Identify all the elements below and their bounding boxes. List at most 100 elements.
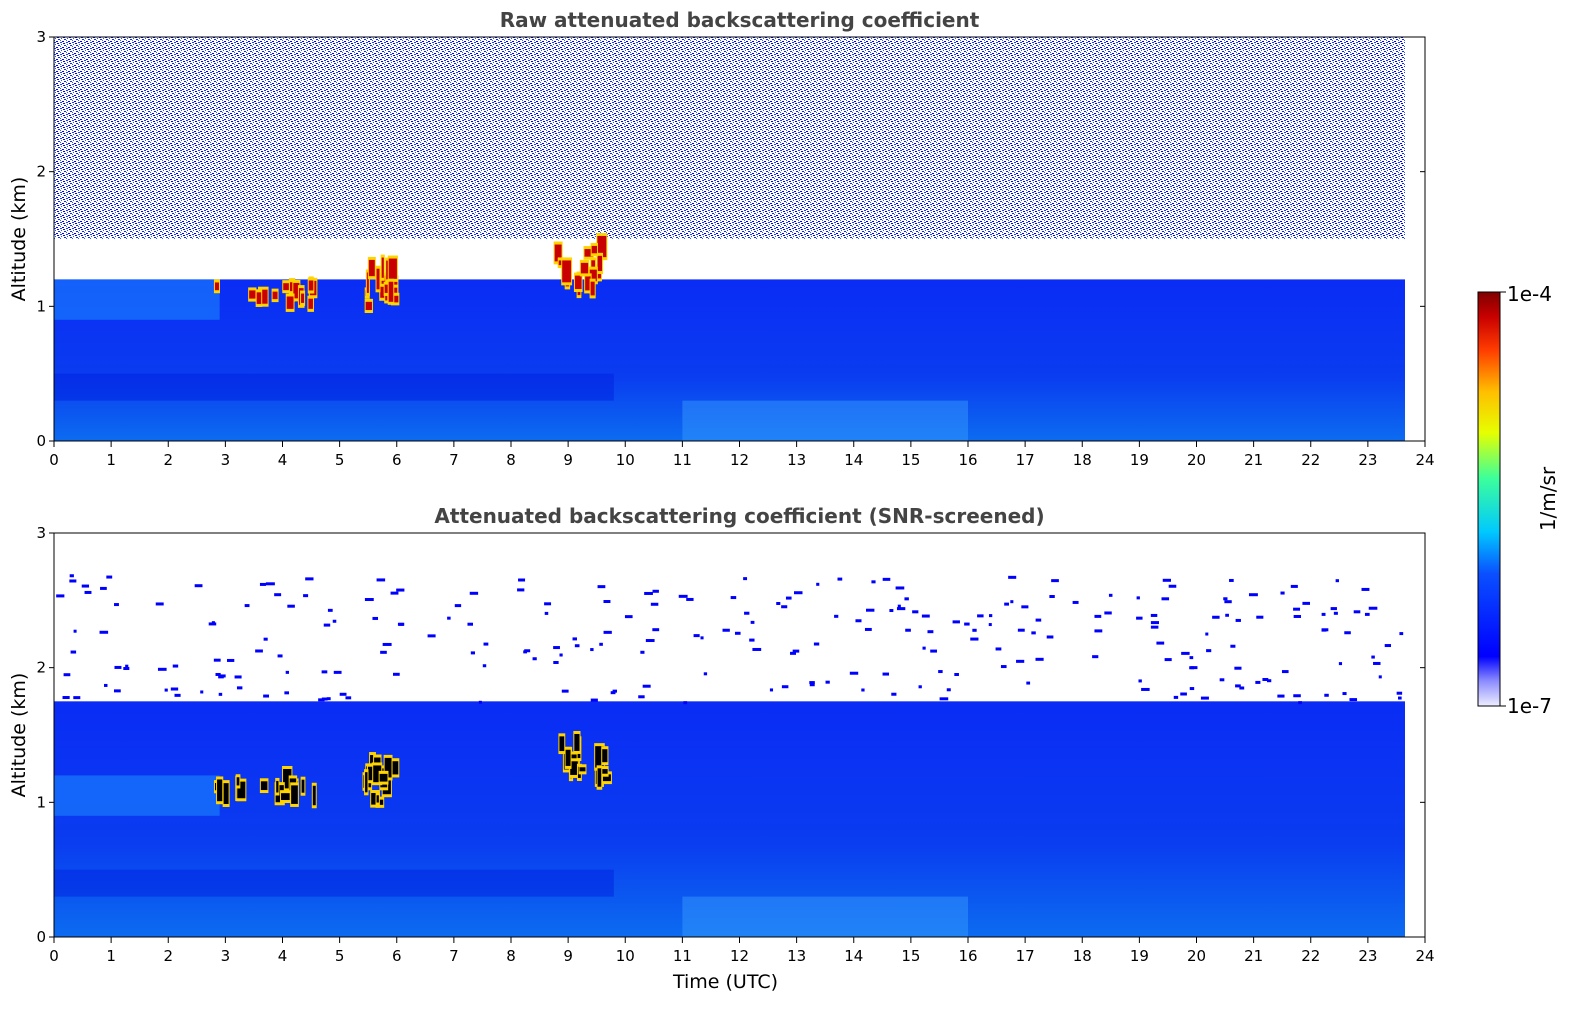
no-data-strip <box>1405 37 1425 441</box>
screened-speck <box>1035 618 1042 622</box>
screened-speck <box>523 650 527 654</box>
screened-speck <box>1229 578 1234 582</box>
x-tick-label: 9 <box>563 947 573 965</box>
screened-speck <box>1321 628 1329 632</box>
screened-speck <box>1353 610 1361 614</box>
panel-title: Attenuated backscattering coefficient (S… <box>434 504 1044 528</box>
cloud-core <box>574 733 580 751</box>
screened-speck <box>303 594 309 598</box>
screened-speck <box>1290 584 1298 588</box>
x-tick-label: 4 <box>278 451 288 469</box>
screened-speck <box>891 692 897 696</box>
screened-speck <box>603 630 612 634</box>
screened-speck <box>553 660 559 664</box>
screened-speck <box>743 577 748 581</box>
screened-speck <box>218 675 224 679</box>
screened-speck <box>1212 615 1220 619</box>
surface-layer <box>682 400 968 441</box>
x-tick-label: 18 <box>1073 451 1092 469</box>
cloud-core <box>291 785 298 804</box>
screened-speck <box>73 696 81 700</box>
screened-speck <box>972 628 977 632</box>
cloud-core <box>372 765 382 783</box>
screened-speck <box>321 670 328 674</box>
screened-speck <box>170 687 179 691</box>
screened-speck <box>792 649 800 653</box>
screened-speck <box>749 638 755 642</box>
boundary-layer <box>54 701 1406 937</box>
cloud-core <box>590 281 595 296</box>
x-tick-label: 12 <box>730 947 749 965</box>
cloud-core <box>565 749 571 766</box>
y-tick-label: 3 <box>36 28 46 46</box>
x-tick-label: 15 <box>901 947 920 965</box>
cloud-core <box>595 746 604 768</box>
screened-speck <box>1235 684 1241 688</box>
screened-speck <box>750 620 755 624</box>
x-tick-label: 20 <box>1187 947 1206 965</box>
screened-speck <box>597 585 606 589</box>
cloud-core <box>312 785 316 806</box>
y-axis-label: Altitude (km) <box>8 673 30 798</box>
screened-speck <box>1234 666 1242 670</box>
screened-speck <box>1138 679 1142 683</box>
screened-speck <box>793 591 803 595</box>
screened-speck <box>1181 651 1190 655</box>
y-tick-label: 3 <box>36 524 46 542</box>
x-tick-label: 12 <box>730 451 749 469</box>
screened-speck <box>1173 695 1179 699</box>
cloud-core <box>574 275 582 289</box>
screened-speck <box>345 696 352 700</box>
screened-speck <box>1136 616 1143 620</box>
screened-speck <box>693 634 700 638</box>
screened-speck <box>113 689 121 693</box>
x-tick-label: 19 <box>1130 947 1149 965</box>
x-tick-label: 14 <box>844 947 863 965</box>
screened-speck <box>1150 621 1160 625</box>
screened-speck <box>382 642 392 646</box>
screened-speck <box>532 657 537 661</box>
screened-speck <box>837 577 843 581</box>
screened-speck <box>1335 579 1339 583</box>
cloud-core <box>385 291 388 301</box>
screened-speck <box>590 648 594 652</box>
screened-speck <box>1224 600 1232 604</box>
screened-speck <box>1302 601 1311 605</box>
screened-speck <box>390 591 399 595</box>
screened-speck <box>1399 632 1404 636</box>
screened-speck <box>921 614 930 618</box>
screened-speck <box>263 694 270 698</box>
screened-speck <box>700 636 704 640</box>
screened-speck <box>1094 614 1102 618</box>
screened-speck <box>213 658 221 662</box>
cloud-core <box>249 290 256 299</box>
screened-speck <box>56 594 65 598</box>
cloud-core <box>275 785 284 803</box>
boundary-layer <box>54 279 1406 441</box>
x-tick-label: 23 <box>1358 947 1377 965</box>
screened-speck <box>470 651 475 655</box>
screened-speck <box>70 650 77 654</box>
cloud-core <box>584 249 593 257</box>
screened-speck <box>895 586 905 590</box>
screened-speck <box>327 608 333 612</box>
screened-speck <box>1262 678 1269 682</box>
screened-speck <box>734 631 741 635</box>
x-tick-label: 5 <box>335 451 345 469</box>
screened-speck <box>1017 628 1025 632</box>
screened-speck <box>781 685 789 689</box>
screened-speck <box>939 697 949 701</box>
screened-speck <box>318 698 325 702</box>
x-tick-label: 13 <box>787 451 806 469</box>
cloud-core <box>597 235 607 258</box>
x-tick-label: 15 <box>901 451 920 469</box>
cloud-core <box>236 777 240 786</box>
screened-speck <box>995 647 1002 651</box>
screened-speck <box>1016 659 1025 663</box>
x-tick-label: 16 <box>958 451 977 469</box>
screened-speck <box>561 689 569 693</box>
screened-speck <box>864 627 872 631</box>
cloud-core <box>386 260 389 280</box>
panel-2: Attenuated backscattering coefficient (S… <box>8 504 1435 993</box>
screened-speck <box>927 630 934 634</box>
